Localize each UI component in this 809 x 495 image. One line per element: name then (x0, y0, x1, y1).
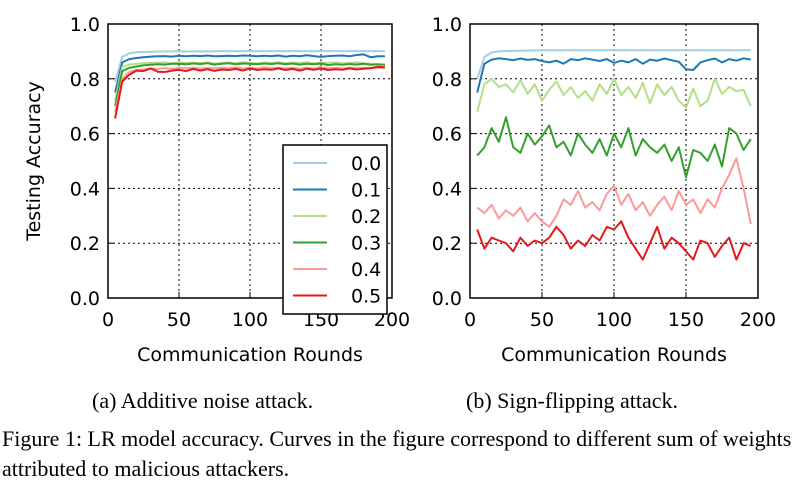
series-line-0.5 (476, 220, 752, 261)
series-line-0.2 (476, 77, 752, 112)
legend-box (282, 144, 388, 315)
x-tick-label: 0 (464, 309, 476, 331)
series-lines (114, 50, 385, 119)
legend-label: 0.2 (351, 206, 381, 228)
figure-canvas: 0 50 100 150 200 0.0 0.2 0.4 0.6 0.8 1.0 Communic… (23, 14, 776, 366)
x-axis-label: Communication Rounds (501, 344, 727, 366)
legend-label: 0.4 (351, 259, 381, 281)
y-tick-label: 0.8 (70, 69, 100, 91)
y-tick-label: 0.6 (70, 124, 100, 146)
y-tick-label: 1.0 (70, 14, 100, 36)
series-line-0.3 (114, 62, 385, 107)
series-line-0.3 (476, 116, 752, 179)
chart-sign-flipping: 0 50 100 150 200 0.0 0.2 0.4 0.6 0.8 1.0 Communic… (432, 14, 776, 366)
series-lines (476, 49, 752, 261)
y-axis-label: Testing Accuracy (23, 81, 45, 242)
series-line-0.5 (114, 65, 385, 119)
x-tick-label: 50 (167, 309, 191, 331)
subcaption-a: (a) Additive noise attack. (92, 388, 314, 413)
chart-additive-noise: 0 50 100 150 200 0.00.20.40.60.81.0 Communic… (23, 14, 410, 366)
subcaption-b: (b) Sign-flipping attack. (466, 388, 679, 413)
series-line-0.1 (114, 53, 385, 93)
legend-label: 0.5 (351, 286, 381, 308)
y-tick-labels: 0.0 0.2 0.4 0.6 0.8 1.0 (432, 14, 476, 310)
y-tick-label: 0.2 (70, 233, 100, 255)
legend-label: 0.1 (351, 180, 381, 202)
figure-caption: Figure 1: LR model accuracy. Curves in t… (2, 426, 792, 481)
y-tick-label: 0.4 (432, 178, 462, 200)
legend: 0.0 0.1 0.2 0.3 0.4 0.5 (282, 144, 388, 315)
series-line-0.1 (476, 57, 751, 93)
y-tick-label: 0.4 (70, 178, 100, 200)
y-tick-label: 0.8 (432, 69, 462, 91)
y-tick-label: 0.0 (432, 288, 462, 310)
x-tick-label: 100 (596, 309, 632, 331)
x-tick-label: 100 (232, 309, 268, 331)
legend-label: 0.3 (351, 233, 381, 255)
x-axis-label: Communication Rounds (137, 344, 363, 366)
y-tick-label: 0.0 (70, 288, 100, 310)
y-tick-label: 0.2 (432, 233, 462, 255)
series-line-0.0 (114, 50, 385, 82)
y-tick-label: 0.6 (432, 124, 462, 146)
x-tick-labels: 0 50 100 150 200 (464, 292, 776, 331)
x-tick-label: 150 (668, 309, 704, 331)
series-line-0.0 (476, 49, 751, 80)
x-tick-label: 50 (530, 309, 554, 331)
x-tick-label: 200 (740, 309, 776, 331)
series-line-0.4 (476, 157, 752, 228)
x-tick-label: 0 (102, 309, 114, 331)
legend-label: 0.0 (351, 153, 381, 175)
y-tick-label: 1.0 (432, 14, 462, 36)
y-tick-labels: 0.0 0.2 0.4 0.6 0.8 1.0 (70, 14, 114, 310)
